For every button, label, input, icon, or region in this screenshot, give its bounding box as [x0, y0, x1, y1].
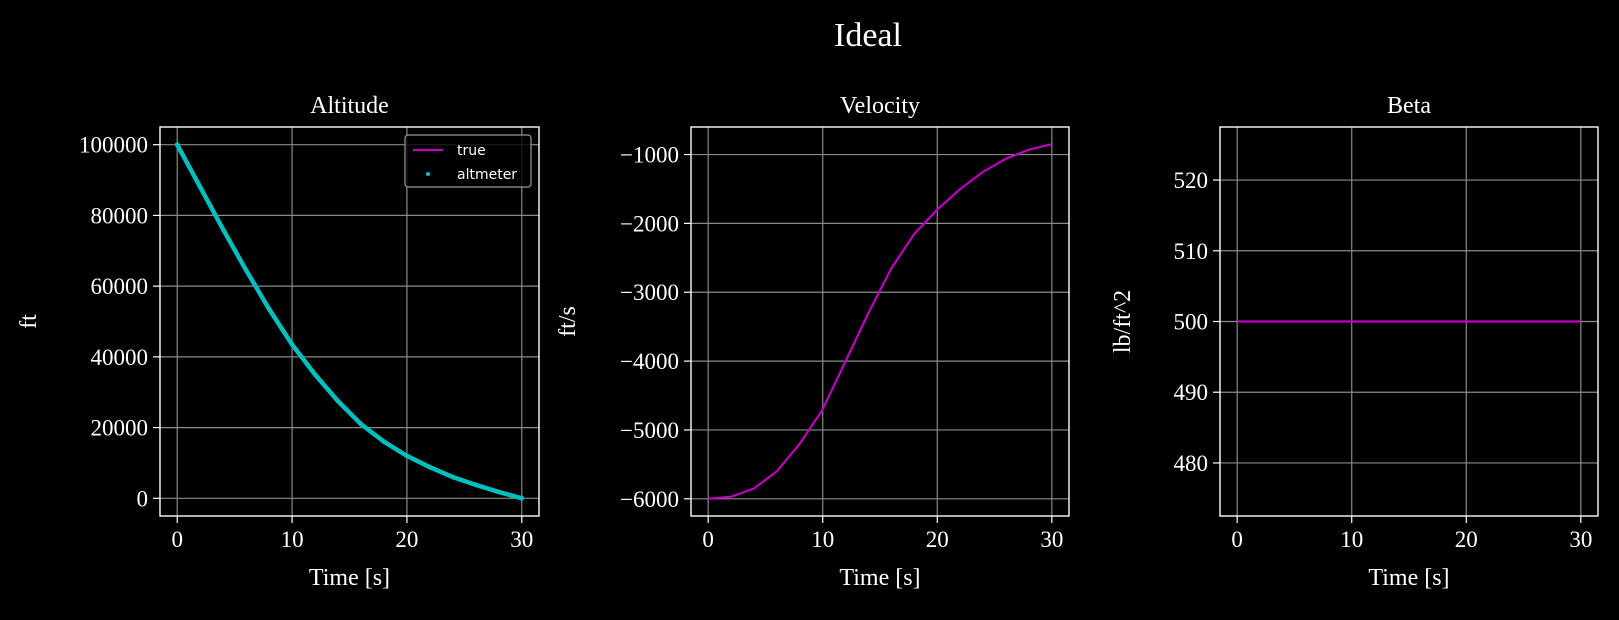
- x-tick-label: 10: [281, 527, 304, 552]
- data-point-altmeter: [427, 464, 433, 470]
- y-tick-label: 40000: [91, 345, 149, 370]
- x-tick-label: 0: [702, 527, 714, 552]
- y-tick-label: 100000: [79, 133, 148, 158]
- x-tick-label: 0: [171, 527, 183, 552]
- data-point-altmeter: [335, 398, 341, 404]
- y-tick-label: −2000: [620, 211, 679, 236]
- data-point-altmeter: [197, 184, 203, 190]
- data-point-altmeter: [174, 142, 180, 148]
- axes-frame: [690, 126, 1070, 517]
- x-tick-label: 0: [1231, 527, 1243, 552]
- y-axis-label: ft: [16, 314, 42, 329]
- data-point-altmeter: [450, 474, 456, 480]
- y-tick-label: 20000: [91, 416, 149, 441]
- y-tick-label: 520: [1174, 168, 1209, 193]
- panel-title: Beta: [1387, 93, 1431, 119]
- data-point-altmeter: [289, 342, 295, 347]
- y-tick-label: 60000: [91, 274, 149, 299]
- y-tick-label: 80000: [91, 203, 149, 228]
- panel-altitude: Altitude 0 10 20 30 0 20000 40000 60000 80000 1000…: [16, 93, 540, 591]
- panel-title: Velocity: [840, 93, 920, 119]
- data-point-altmeter: [381, 439, 387, 445]
- x-axis-label: Time [s]: [839, 565, 920, 591]
- data-point-altmeter: [519, 495, 525, 501]
- data-point-altmeter: [358, 421, 364, 427]
- y-tick-label: 500: [1174, 310, 1209, 335]
- x-tick-label: 30: [510, 527, 533, 552]
- legend-label-altmeter: altmeter: [457, 167, 517, 183]
- panel-beta: Beta 0 10 20 30 480 490 500 510 520 Time [s] lb/ft^…: [1110, 93, 1599, 591]
- y-tick-label: 0: [137, 486, 149, 511]
- data-point-altmeter: [266, 306, 272, 312]
- y-tick-label: −6000: [620, 487, 679, 512]
- y-tick-label: −4000: [620, 349, 679, 374]
- axes-frame: [1219, 126, 1599, 517]
- y-tick-label: −5000: [620, 418, 679, 443]
- data-point-altmeter: [404, 453, 410, 459]
- y-axis-label: ft/s: [555, 306, 581, 337]
- y-tick-label: −3000: [620, 280, 679, 305]
- legend-label-true: true: [457, 143, 486, 159]
- series-line-series-1: [708, 143, 1053, 500]
- x-tick-label: 20: [926, 527, 949, 552]
- x-tick-label: 20: [395, 527, 418, 552]
- figure-title: Ideal: [834, 17, 902, 54]
- x-axis-label: Time [s]: [309, 565, 390, 591]
- axes-frame: [159, 126, 540, 517]
- series-trace-altmeter: [174, 142, 525, 501]
- x-tick-label: 30: [1569, 527, 1592, 552]
- y-axis-label: lb/ft^2: [1110, 290, 1136, 353]
- x-tick-label: 10: [1340, 527, 1363, 552]
- data-point-altmeter: [496, 489, 502, 495]
- legend-swatch-altmeter: [426, 172, 430, 176]
- y-tick-label: 480: [1174, 451, 1209, 476]
- x-axis-label: Time [s]: [1368, 565, 1449, 591]
- panel-title: Altitude: [310, 93, 389, 119]
- data-point-altmeter: [312, 372, 318, 377]
- panel-velocity: Velocity 0 10 20 30 −6000 −5000 −4000 −3000 −2000…: [555, 93, 1070, 591]
- y-tick-label: 510: [1174, 239, 1209, 264]
- legend-box: [404, 134, 532, 188]
- y-tick-label: −1000: [620, 143, 679, 168]
- y-tick-label: 490: [1174, 380, 1209, 405]
- data-point-altmeter: [243, 267, 249, 273]
- x-tick-label: 10: [811, 527, 834, 552]
- x-tick-label: 30: [1040, 527, 1063, 552]
- x-tick-label: 20: [1455, 527, 1478, 552]
- data-point-altmeter: [220, 227, 226, 232]
- data-point-altmeter: [473, 482, 479, 488]
- legend: true altmeter: [404, 134, 532, 188]
